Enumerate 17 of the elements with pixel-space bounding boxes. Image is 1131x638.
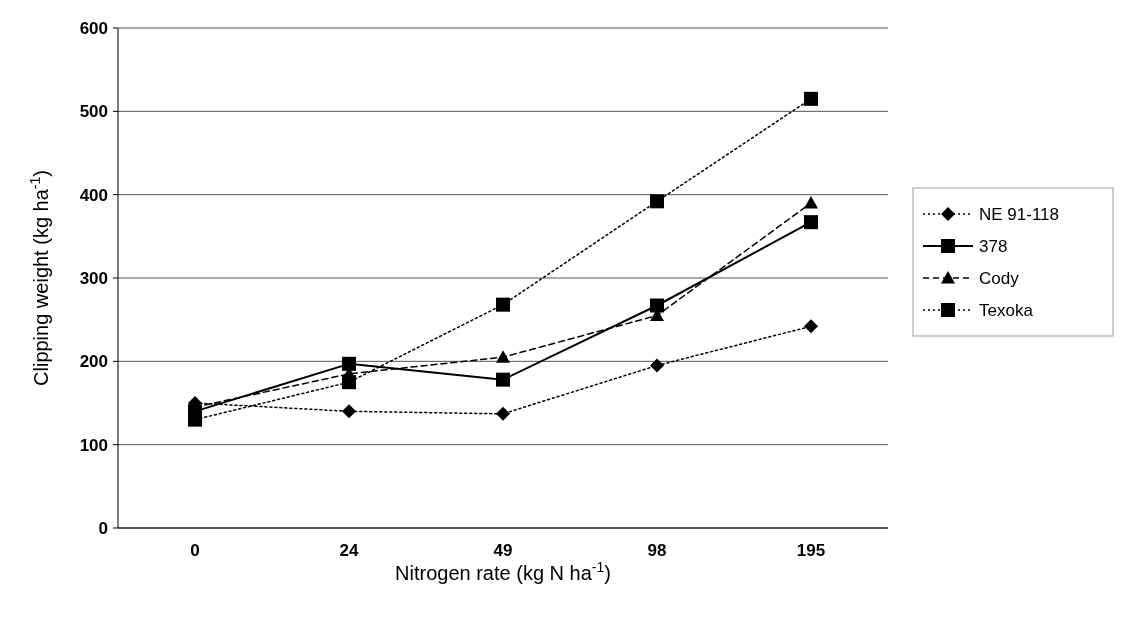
x-tick-label: 195 <box>796 541 826 560</box>
x-tick-label: 24 <box>339 541 359 560</box>
legend-label: Texoka <box>979 300 1034 320</box>
x-tick-label: 98 <box>647 541 667 560</box>
legend-label: NE 91-118 <box>979 204 1060 224</box>
x-tick-label: 0 <box>190 541 200 560</box>
y-tick-label: 500 <box>79 102 108 122</box>
y-tick-label: 600 <box>79 18 108 38</box>
x-axis-title: Nitrogen rate (kg N ha$^{-1}$) <box>395 559 611 584</box>
x-tick-label: 49 <box>493 541 513 560</box>
y-tick-label: 300 <box>79 268 108 288</box>
y-tick-label: 400 <box>79 185 108 205</box>
y-tick-label: 100 <box>79 435 108 455</box>
y-tick-label: 0 <box>98 518 108 538</box>
legend-label: 378 <box>979 236 1008 256</box>
legend-label: Cody <box>979 268 1020 288</box>
y-tick-label: 200 <box>79 352 108 372</box>
